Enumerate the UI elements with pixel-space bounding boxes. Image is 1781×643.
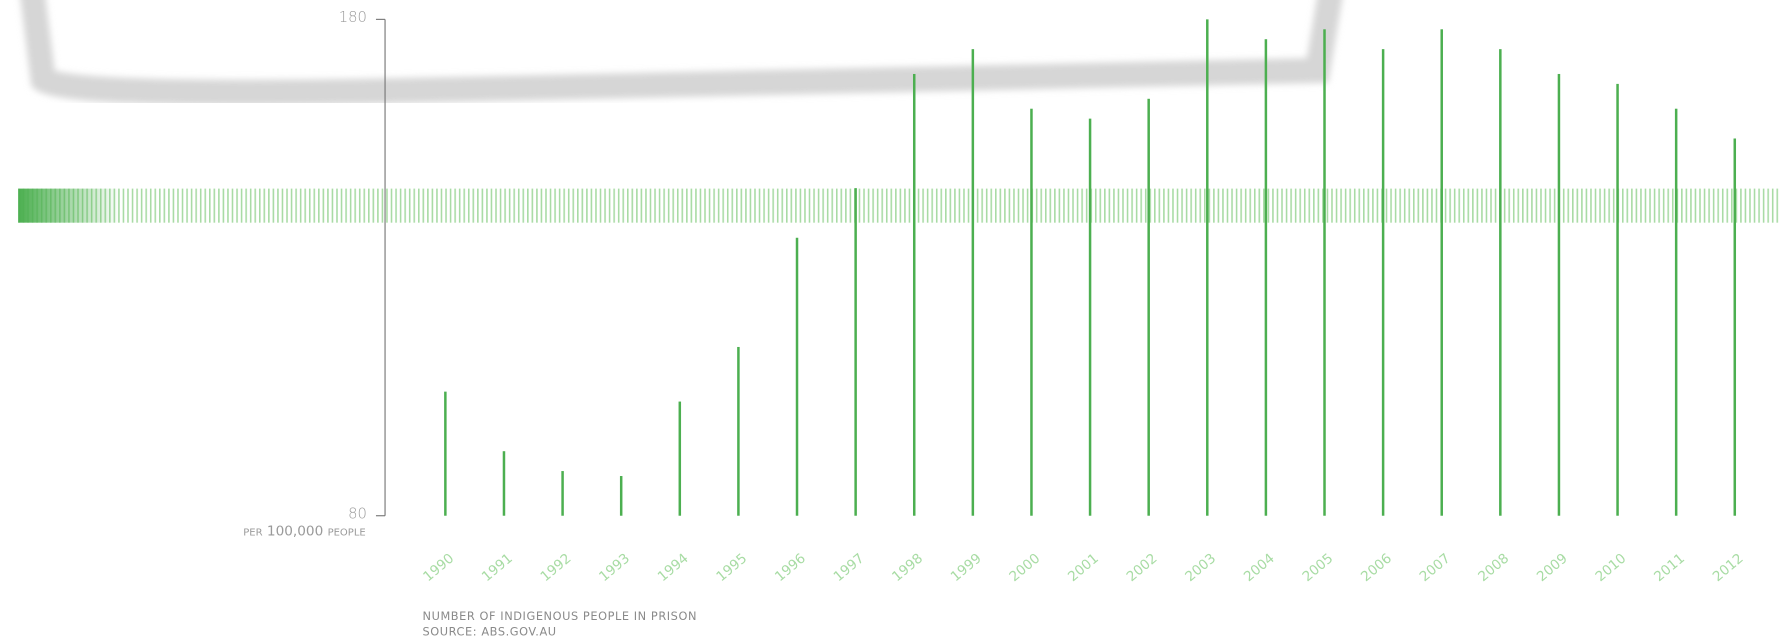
bar [854, 188, 857, 516]
bar [912, 73, 916, 516]
x-tick-label: 2012 [1710, 550, 1747, 585]
bar [1440, 29, 1443, 516]
x-tick-label: 1993 [596, 550, 633, 585]
x-tick-label: 1990 [420, 550, 457, 585]
x-tick-label: 2002 [1124, 550, 1161, 585]
bar [1206, 19, 1209, 516]
x-tick-label: 2004 [1241, 550, 1278, 585]
bar [502, 451, 506, 516]
x-tick-label: 2005 [1299, 550, 1336, 585]
x-tick-label: 1995 [713, 550, 750, 585]
x-tick-label: 1991 [479, 550, 516, 585]
bar [678, 401, 682, 516]
x-tick-label: 2008 [1475, 550, 1512, 585]
x-tick-label: 2001 [1065, 550, 1102, 585]
chart-caption: NUMBER OF INDIGENOUS PEOPLE IN PRISON [423, 609, 697, 623]
x-tick-label: 1997 [831, 550, 868, 585]
bar [1088, 118, 1092, 516]
x-tick-label: 2000 [1006, 550, 1043, 585]
bar [795, 237, 799, 516]
bar [1616, 83, 1619, 516]
brush-decoration [20, 0, 1342, 105]
stripe-decoration [18, 188, 1781, 223]
bar [444, 391, 447, 516]
x-tick-label: 2003 [1182, 550, 1219, 585]
bar [1030, 108, 1033, 516]
bar [1323, 29, 1326, 516]
x-tick-label: 1999 [948, 550, 985, 585]
chart-source: SOURCE: ABS.GOV.AU [423, 625, 557, 639]
bar [1557, 73, 1561, 516]
x-tick-label: 2011 [1651, 550, 1688, 585]
y-axis-unit: per 100,000 people [243, 524, 365, 540]
y-tick-label: 180 [339, 9, 367, 26]
bar [1147, 98, 1150, 516]
x-tick-label: 1996 [772, 550, 809, 585]
x-tick-label: 2009 [1534, 550, 1571, 585]
bar [971, 49, 975, 516]
x-tick-label: 1994 [655, 550, 692, 585]
bar [561, 471, 564, 516]
bar [1381, 49, 1385, 516]
stripe-fade [18, 188, 121, 223]
bar [619, 476, 623, 516]
bar [1499, 49, 1502, 516]
bar [1264, 39, 1268, 516]
x-tick-label: 1998 [889, 550, 926, 585]
x-tick-label: 1992 [538, 550, 575, 585]
y-tick-label: 80 [348, 506, 367, 523]
x-tick-label: 2010 [1593, 550, 1630, 585]
bar [1733, 138, 1737, 516]
x-tick-label: 2006 [1358, 550, 1395, 585]
x-tick-label: 2007 [1417, 550, 1454, 585]
bar [1674, 108, 1678, 516]
bar [737, 346, 740, 516]
